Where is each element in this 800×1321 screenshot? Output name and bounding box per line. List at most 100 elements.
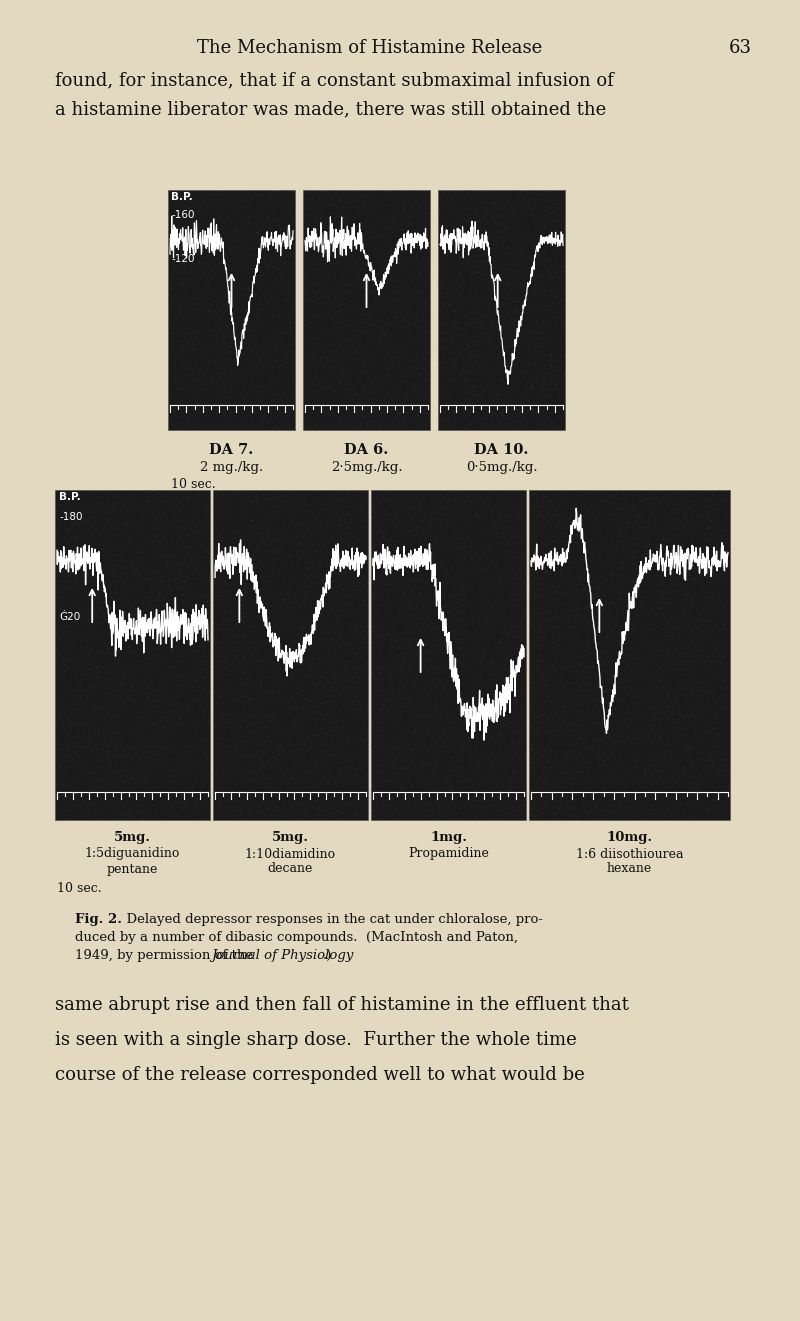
Point — [207, 703, 220, 724]
Point — [590, 790, 602, 811]
Point — [405, 660, 418, 682]
Point — [149, 638, 162, 659]
Point — [246, 567, 259, 588]
Point — [185, 638, 198, 659]
Point — [608, 731, 621, 752]
Point — [513, 594, 526, 616]
Point — [198, 680, 210, 701]
Point — [280, 417, 293, 439]
Point — [301, 584, 314, 605]
Point — [51, 774, 64, 795]
Point — [558, 180, 570, 201]
Point — [366, 264, 378, 285]
Point — [437, 535, 450, 556]
Point — [218, 275, 230, 296]
Point — [312, 386, 325, 407]
Point — [492, 686, 505, 707]
Point — [628, 522, 641, 543]
Point — [450, 624, 462, 645]
Point — [446, 806, 459, 827]
Point — [667, 802, 680, 823]
Point — [130, 522, 142, 543]
Point — [226, 770, 239, 791]
Point — [390, 536, 402, 557]
Point — [361, 697, 374, 719]
Point — [686, 786, 699, 807]
Point — [50, 686, 63, 707]
Point — [382, 594, 395, 616]
Point — [441, 383, 454, 404]
Point — [634, 664, 647, 686]
Point — [299, 306, 312, 328]
Point — [629, 719, 642, 740]
Point — [270, 252, 283, 273]
Point — [443, 349, 456, 370]
Point — [530, 716, 542, 737]
Point — [594, 598, 607, 620]
Point — [90, 738, 102, 760]
Point — [454, 325, 466, 346]
Point — [628, 745, 641, 766]
Point — [279, 697, 292, 719]
Point — [222, 394, 235, 415]
Point — [577, 668, 590, 690]
Point — [282, 293, 295, 314]
Point — [120, 635, 133, 657]
Point — [601, 532, 614, 553]
Point — [387, 547, 400, 568]
Point — [135, 548, 148, 569]
Point — [687, 589, 700, 610]
Point — [556, 511, 569, 532]
Point — [409, 720, 422, 741]
Point — [388, 196, 401, 217]
Point — [345, 291, 358, 312]
Point — [154, 690, 166, 711]
Point — [439, 284, 452, 305]
Point — [454, 657, 467, 678]
Point — [298, 402, 311, 423]
Point — [486, 513, 499, 534]
Point — [690, 626, 703, 647]
Point — [68, 765, 81, 786]
Point — [634, 680, 647, 701]
Point — [554, 314, 567, 336]
Point — [534, 721, 547, 742]
Point — [507, 214, 520, 235]
Point — [334, 201, 347, 222]
Point — [462, 731, 475, 752]
Point — [153, 674, 166, 695]
Point — [473, 357, 486, 378]
Point — [207, 301, 220, 322]
Point — [527, 353, 540, 374]
Point — [487, 234, 500, 255]
Point — [176, 501, 189, 522]
Point — [534, 513, 546, 534]
Point — [438, 403, 451, 424]
Point — [94, 762, 107, 783]
Point — [567, 629, 580, 650]
Point — [566, 657, 579, 678]
Point — [490, 221, 502, 242]
Point — [545, 509, 558, 530]
Point — [386, 497, 399, 518]
Point — [84, 729, 97, 750]
Point — [270, 221, 282, 242]
Point — [255, 412, 268, 433]
Point — [371, 408, 384, 429]
Point — [498, 197, 510, 218]
Point — [200, 696, 213, 717]
Point — [400, 366, 413, 387]
Point — [330, 531, 342, 552]
Point — [246, 779, 258, 801]
Point — [469, 790, 482, 811]
Point — [309, 489, 322, 510]
Point — [480, 417, 493, 439]
Point — [78, 520, 91, 542]
Point — [266, 757, 279, 778]
Point — [269, 231, 282, 252]
Point — [381, 601, 394, 622]
Point — [189, 642, 202, 663]
Point — [249, 556, 262, 577]
Point — [273, 380, 286, 402]
Point — [198, 400, 210, 421]
